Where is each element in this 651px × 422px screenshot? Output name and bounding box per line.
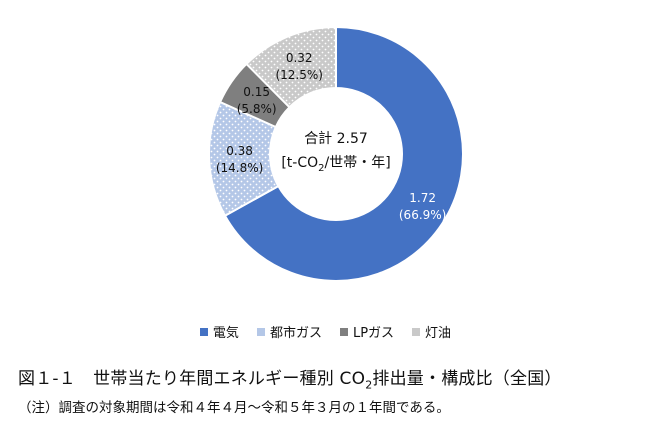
- percent-label-kerosene: (12.5%): [275, 68, 322, 82]
- slice-electricity: [223, 25, 464, 282]
- value-label-electricity: 1.72: [409, 191, 436, 205]
- percent-label-electricity: (66.9%): [399, 208, 446, 222]
- legend-label: 都市ガス: [269, 326, 322, 341]
- legend: 電気 都市ガス LPガス 灯油: [0, 322, 651, 341]
- donut-chart: 1.72 (66.9%) 0.38 (14.8%) 0.15 (5.8%) 0.32 (12.…: [208, 25, 464, 282]
- value-label-kerosene: 0.32: [286, 51, 313, 65]
- center-unit-label: [t-CO2/世帯・年]: [281, 155, 390, 174]
- legend-item-kerosene: 灯油: [412, 322, 451, 341]
- legend-label: 灯油: [425, 326, 452, 341]
- legend-swatch: [412, 327, 421, 336]
- slice-kerosene: [245, 25, 337, 109]
- legend-item-city-gas: 都市ガス: [256, 322, 322, 341]
- legend-label: 電気: [212, 326, 239, 341]
- value-label-lp-gas: 0.15: [243, 85, 270, 99]
- value-label-city-gas: 0.38: [226, 144, 253, 158]
- legend-swatch: [199, 327, 208, 336]
- percent-label-city-gas: (14.8%): [216, 161, 263, 175]
- center-total-label: 合計 2.57: [304, 131, 368, 147]
- figure-caption: 図１-１ 世帯当たり年間エネルギー種別 CO2排出量・構成比（全国）: [18, 369, 562, 392]
- legend-swatch: [256, 327, 265, 336]
- percent-label-lp-gas: (5.8%): [237, 102, 277, 116]
- legend-item-lp-gas: LPガス: [339, 322, 395, 341]
- legend-label: LPガス: [352, 326, 395, 341]
- figure-note: （注）調査の対象期間は令和４年４月～令和５年３月の１年間である。: [18, 400, 450, 416]
- legend-swatch: [339, 327, 348, 336]
- legend-item-electricity: 電気: [199, 322, 239, 341]
